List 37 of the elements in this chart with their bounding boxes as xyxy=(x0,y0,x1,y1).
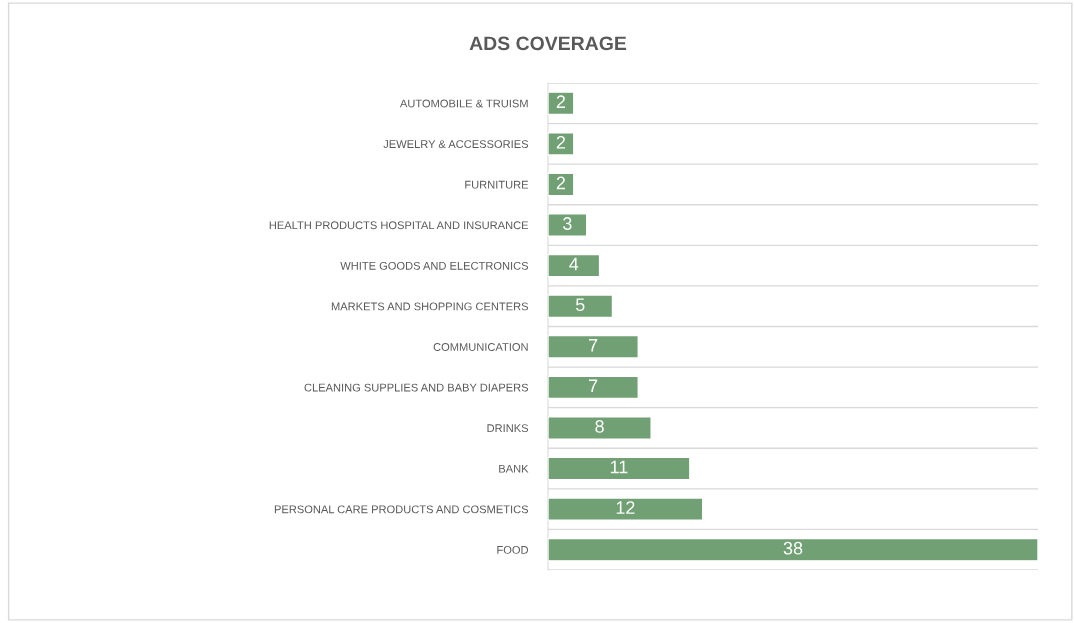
data-label: 3 xyxy=(563,217,572,230)
data-label: 38 xyxy=(783,541,803,555)
bar xyxy=(548,497,704,521)
bar xyxy=(548,375,639,400)
bar xyxy=(548,172,575,197)
data-label: 8 xyxy=(595,420,604,433)
y-tick-label: AUTOMOBILE & TRUISM xyxy=(399,99,528,108)
data-label: 4 xyxy=(569,257,579,271)
y-tick-label: HEALTH PRODUCTS HOSPITAL AND INSURANCE xyxy=(269,221,529,230)
data-label: 12 xyxy=(616,501,635,514)
data-label: 7 xyxy=(589,339,598,352)
y-tick-label: COMMUNICATION xyxy=(433,343,528,351)
y-tick-label: FOOD xyxy=(497,545,529,554)
bar xyxy=(548,91,575,116)
data-label: 7 xyxy=(589,379,598,393)
bar xyxy=(548,253,601,278)
y-tick-label: DRINKS xyxy=(487,424,529,433)
data-label: 2 xyxy=(556,95,566,108)
y-tick-label: BANK xyxy=(499,464,529,473)
data-label: 11 xyxy=(610,460,628,474)
bar xyxy=(548,416,652,440)
y-tick-label: FURNITURE xyxy=(465,180,529,189)
chart-title: ADS COVERAGE xyxy=(469,36,627,51)
y-tick-label: JEWELRY & ACCESSORIES xyxy=(383,140,529,149)
bar xyxy=(548,334,639,359)
bar xyxy=(548,537,1038,562)
data-label: 2 xyxy=(556,176,566,190)
y-tick-label: CLEANING SUPPLIES AND BABY DIAPERS xyxy=(304,383,529,392)
bar xyxy=(548,213,588,237)
bar xyxy=(548,294,614,319)
bar xyxy=(548,132,575,156)
y-tick-label: PERSONAL CARE PRODUCTS AND COSMETICS xyxy=(274,505,529,514)
bar xyxy=(548,456,691,481)
y-tick-label: WHITE GOODS AND ELECTRONICS xyxy=(340,261,529,270)
data-label: 5 xyxy=(575,298,585,312)
data-label: 2 xyxy=(556,135,566,149)
y-tick-label: MARKETS AND SHOPPING CENTERS xyxy=(331,302,529,311)
